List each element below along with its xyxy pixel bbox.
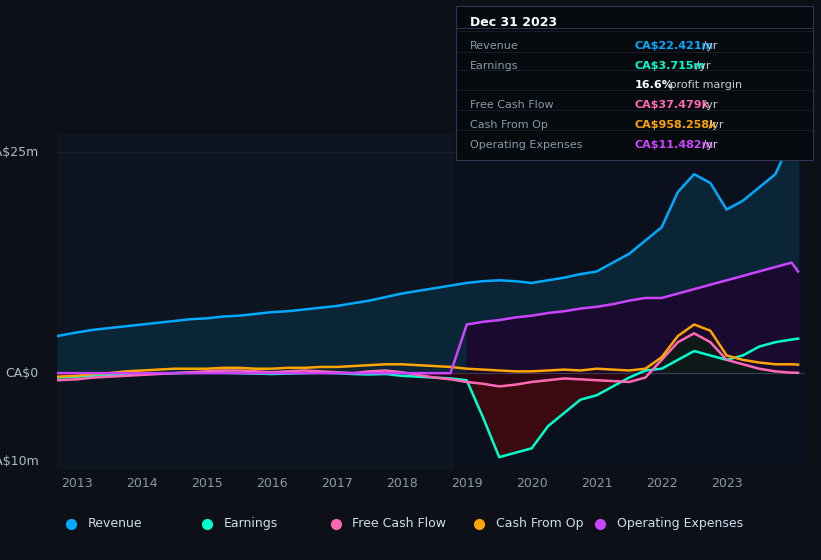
Text: Revenue: Revenue [88, 517, 143, 530]
Text: Cash From Op: Cash From Op [470, 120, 548, 130]
Text: Earnings: Earnings [470, 62, 518, 72]
Text: CA$11.482m: CA$11.482m [635, 140, 713, 150]
Text: /yr: /yr [699, 140, 717, 150]
Text: profit margin: profit margin [667, 80, 742, 90]
Text: CA$37.479k: CA$37.479k [635, 100, 709, 110]
Text: CA$958.258k: CA$958.258k [635, 120, 717, 130]
FancyBboxPatch shape [456, 6, 813, 160]
Text: -CA$10m: -CA$10m [0, 455, 39, 468]
Text: Operating Expenses: Operating Expenses [470, 140, 582, 150]
Text: Operating Expenses: Operating Expenses [617, 517, 743, 530]
Text: Revenue: Revenue [470, 41, 519, 50]
Text: Cash From Op: Cash From Op [496, 517, 583, 530]
Text: /yr: /yr [699, 41, 717, 50]
Text: /yr: /yr [692, 62, 711, 72]
Text: CA$0: CA$0 [6, 367, 39, 380]
Text: /yr: /yr [705, 120, 723, 130]
Text: CA$22.421m: CA$22.421m [635, 41, 713, 50]
Text: Free Cash Flow: Free Cash Flow [352, 517, 447, 530]
Text: 16.6%: 16.6% [635, 80, 673, 90]
Text: Dec 31 2023: Dec 31 2023 [470, 16, 557, 29]
Text: /yr: /yr [699, 100, 717, 110]
Bar [454, 134, 805, 470]
Text: Free Cash Flow: Free Cash Flow [470, 100, 553, 110]
Text: Earnings: Earnings [224, 517, 278, 530]
Text: CA$3.715m: CA$3.715m [635, 62, 705, 72]
Text: CA$25m: CA$25m [0, 146, 39, 158]
